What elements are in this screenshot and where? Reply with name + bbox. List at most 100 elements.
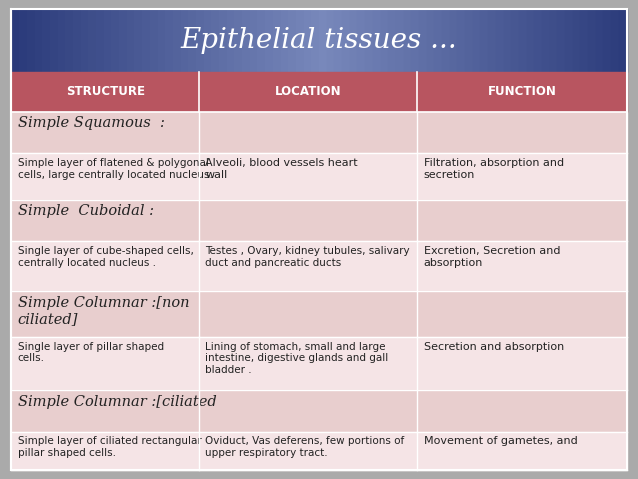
Bar (417, 390, 627, 432)
Bar (57, 9, 65, 72)
Bar (388, 9, 396, 72)
Bar (558, 9, 565, 72)
Bar (199, 337, 417, 390)
Bar (417, 153, 627, 200)
Bar (550, 9, 558, 72)
Text: Single layer of pillar shaped
cells.: Single layer of pillar shaped cells. (18, 342, 164, 364)
Bar (34, 9, 42, 72)
Bar (11, 200, 199, 241)
Bar (419, 9, 427, 72)
Bar (173, 9, 181, 72)
Bar (65, 9, 73, 72)
Bar (488, 9, 496, 72)
Bar (11, 241, 199, 291)
Bar (199, 241, 417, 291)
Bar (204, 9, 211, 72)
Text: Simple layer of flatened & polygonal
cells, large centrally located nucleus.: Simple layer of flatened & polygonal cel… (18, 158, 212, 180)
Bar (480, 9, 488, 72)
Text: Epithelial tissues ...: Epithelial tissues ... (181, 27, 457, 54)
Bar (199, 432, 417, 470)
Text: Single layer of cube-shaped cells,
centrally located nucleus .: Single layer of cube-shaped cells, centr… (18, 246, 194, 267)
Bar (42, 9, 50, 72)
Bar (511, 9, 519, 72)
Bar (199, 153, 417, 200)
Bar (196, 9, 204, 72)
Bar (258, 9, 265, 72)
Bar (304, 9, 311, 72)
Bar (373, 9, 380, 72)
Text: Alveoli, blood vessels heart
wall: Alveoli, blood vessels heart wall (205, 158, 358, 180)
Bar (417, 291, 627, 337)
Bar (226, 9, 234, 72)
Bar (96, 9, 104, 72)
Text: Simple layer of ciliated rectangular
pillar shaped cells.: Simple layer of ciliated rectangular pil… (18, 436, 202, 458)
Bar (288, 9, 296, 72)
Bar (412, 9, 419, 72)
Bar (135, 9, 142, 72)
Bar (234, 9, 242, 72)
Bar (573, 9, 581, 72)
Bar (296, 9, 304, 72)
Text: STRUCTURE: STRUCTURE (66, 85, 145, 99)
Bar (181, 9, 188, 72)
Bar (588, 9, 596, 72)
Bar (496, 9, 503, 72)
Bar (417, 432, 627, 470)
Bar (417, 112, 627, 153)
Text: Simple Columnar :[non
ciliated]: Simple Columnar :[non ciliated] (18, 296, 189, 326)
Bar (342, 9, 350, 72)
Bar (503, 9, 511, 72)
Bar (211, 9, 219, 72)
Bar (596, 9, 604, 72)
Text: Testes , Ovary, kidney tubules, salivary
duct and pancreatic ducts: Testes , Ovary, kidney tubules, salivary… (205, 246, 410, 267)
Bar (434, 9, 442, 72)
Text: Simple Squamous  :: Simple Squamous : (18, 116, 165, 130)
Text: Simple Columnar :[ciliated: Simple Columnar :[ciliated (18, 395, 217, 409)
Bar (417, 337, 627, 390)
Bar (11, 337, 199, 390)
Bar (457, 9, 465, 72)
Bar (417, 200, 627, 241)
Bar (11, 432, 199, 470)
Bar (265, 9, 273, 72)
Text: LOCATION: LOCATION (275, 85, 341, 99)
Bar (73, 9, 80, 72)
Bar (327, 9, 334, 72)
Text: Filtration, absorption and
secretion: Filtration, absorption and secretion (424, 158, 564, 180)
Bar (112, 9, 119, 72)
Bar (473, 9, 480, 72)
Text: Excretion, Secretion and
absorption: Excretion, Secretion and absorption (424, 246, 560, 267)
Text: Simple  Cuboidal :: Simple Cuboidal : (18, 205, 154, 218)
Bar (188, 9, 196, 72)
Bar (450, 9, 457, 72)
Bar (199, 390, 417, 432)
Bar (119, 9, 127, 72)
Bar (526, 9, 534, 72)
Bar (242, 9, 250, 72)
Bar (417, 241, 627, 291)
Text: Lining of stomach, small and large
intestine, digestive glands and gall
bladder : Lining of stomach, small and large intes… (205, 342, 389, 375)
Bar (11, 390, 199, 432)
Bar (404, 9, 412, 72)
Bar (104, 9, 112, 72)
Bar (158, 9, 165, 72)
Bar (311, 9, 319, 72)
Text: FUNCTION: FUNCTION (487, 85, 556, 99)
Bar (319, 9, 327, 72)
Bar (427, 9, 434, 72)
Bar (380, 9, 388, 72)
Bar (219, 9, 226, 72)
Bar (150, 9, 158, 72)
Bar (199, 72, 417, 112)
Bar (611, 9, 619, 72)
Text: Movement of gametes, and: Movement of gametes, and (424, 436, 577, 446)
Bar (88, 9, 96, 72)
Bar (50, 9, 57, 72)
Bar (357, 9, 365, 72)
Text: Secretion and absorption: Secretion and absorption (424, 342, 564, 352)
Bar (165, 9, 173, 72)
Bar (334, 9, 342, 72)
Bar (581, 9, 588, 72)
Bar (27, 9, 34, 72)
Bar (350, 9, 357, 72)
